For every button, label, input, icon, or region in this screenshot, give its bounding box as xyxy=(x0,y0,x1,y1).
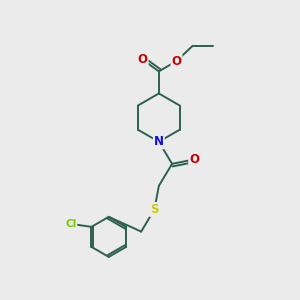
Text: O: O xyxy=(172,55,182,68)
Text: Cl: Cl xyxy=(65,219,76,229)
Text: S: S xyxy=(150,203,159,216)
Text: N: N xyxy=(154,135,164,148)
Text: O: O xyxy=(138,53,148,66)
Text: O: O xyxy=(189,153,199,166)
